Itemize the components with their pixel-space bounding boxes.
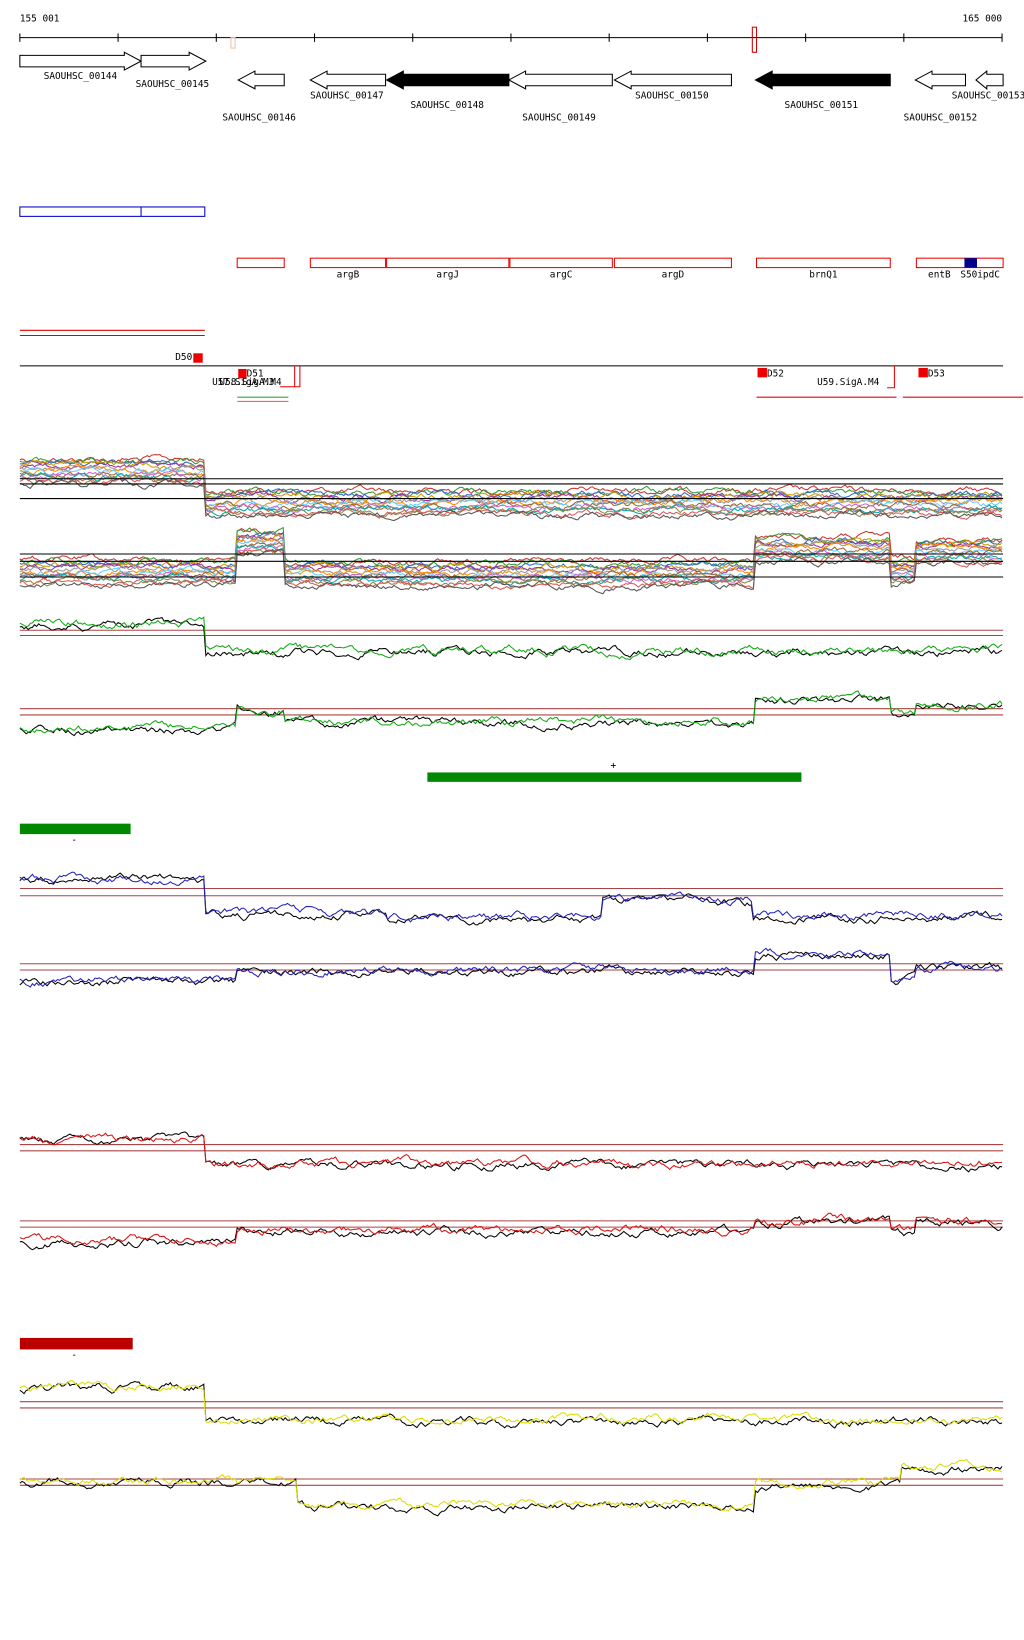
signal-line bbox=[19, 690, 1003, 734]
signal-line bbox=[19, 547, 1003, 591]
signal-line bbox=[19, 538, 1003, 579]
feature-label: argC bbox=[550, 269, 573, 280]
signal-line bbox=[19, 532, 1003, 576]
signal-line bbox=[19, 526, 1003, 571]
gene-arrow bbox=[385, 70, 510, 90]
gene-arrow bbox=[975, 69, 1004, 90]
marker bbox=[751, 26, 758, 53]
bracket bbox=[280, 365, 301, 388]
strand-label: + bbox=[611, 761, 617, 772]
signal-line bbox=[19, 1132, 1003, 1171]
signal-line bbox=[19, 469, 1003, 514]
gene-arrow bbox=[507, 70, 613, 90]
signal-line bbox=[19, 466, 1003, 510]
signal-line bbox=[19, 476, 1003, 520]
minus-bar bbox=[19, 823, 131, 835]
site-label: D53 bbox=[928, 369, 945, 380]
signal-line bbox=[19, 872, 1003, 926]
site-label: D50 bbox=[175, 352, 192, 363]
gene-arrow bbox=[140, 51, 207, 71]
signal-line bbox=[19, 1380, 1003, 1429]
blue-box bbox=[19, 206, 206, 217]
bracket bbox=[887, 365, 895, 389]
gene-label: SAOUHSC_00144 bbox=[44, 71, 118, 82]
gene-label: SAOUHSC_00149 bbox=[522, 113, 596, 124]
signal-line bbox=[19, 541, 1003, 583]
feature-label: entB bbox=[928, 269, 951, 280]
signal-line bbox=[19, 543, 1003, 585]
signal-line bbox=[19, 947, 1003, 988]
signal-line bbox=[19, 951, 1003, 987]
gene-arrow bbox=[754, 70, 891, 90]
site-label: U58.SigA.M4 bbox=[219, 377, 282, 388]
gene-label: SAOUHSC_00148 bbox=[410, 100, 484, 111]
gene-label: SAOUHSC_00150 bbox=[635, 91, 709, 102]
minus-bar bbox=[19, 1337, 133, 1350]
feature-box bbox=[755, 257, 891, 269]
signal-line bbox=[19, 616, 1003, 661]
gene-label: SAOUHSC_00153 bbox=[952, 91, 1024, 102]
gene-arrow bbox=[613, 70, 732, 90]
signal-line bbox=[19, 871, 1003, 923]
signal-line bbox=[19, 548, 1003, 595]
signal-line bbox=[19, 539, 1003, 581]
gene-label: SAOUHSC_00147 bbox=[310, 91, 383, 102]
site-box bbox=[193, 353, 203, 363]
feature-box bbox=[613, 257, 732, 269]
feature-label: brnQ1 bbox=[809, 269, 838, 280]
signal-line bbox=[19, 533, 1003, 576]
feature-label: argJ bbox=[436, 269, 459, 280]
signal-line bbox=[19, 616, 1003, 661]
site-label: D51 bbox=[247, 369, 264, 380]
site-box bbox=[757, 367, 767, 378]
feature-box bbox=[386, 257, 510, 269]
gene-arrow bbox=[309, 70, 387, 90]
feature-box bbox=[915, 257, 1004, 269]
signal-line bbox=[19, 1466, 1003, 1517]
marker bbox=[230, 37, 236, 49]
signal-line bbox=[19, 456, 1003, 500]
site-label: U57.SigA.M3 bbox=[212, 377, 274, 388]
gene-arrow bbox=[19, 51, 143, 71]
strand-label: - bbox=[71, 835, 77, 846]
gene-label: SAOUHSC_00145 bbox=[136, 79, 209, 90]
signal-line bbox=[19, 1380, 1003, 1427]
feature-label: argB bbox=[337, 269, 360, 280]
gene-label: SAOUHSC_00151 bbox=[785, 100, 859, 111]
signal-line bbox=[19, 458, 1003, 502]
feature-label: S50ipdC bbox=[960, 269, 1000, 280]
signal-line bbox=[19, 1458, 1003, 1512]
gene-arrow bbox=[914, 70, 967, 90]
feature-box bbox=[509, 257, 613, 269]
site-label: U59.SigA.M4 bbox=[817, 377, 880, 388]
signal-line bbox=[19, 693, 1003, 737]
feature-box bbox=[309, 257, 387, 269]
gene-label: SAOUHSC_00152 bbox=[904, 113, 977, 124]
signal-line bbox=[19, 1215, 1003, 1251]
signal-line bbox=[19, 453, 1003, 498]
strand-label: - bbox=[71, 1350, 77, 1361]
gene-label: SAOUHSC_00146 bbox=[222, 113, 296, 124]
ruler-end: 165 000 bbox=[962, 13, 1002, 24]
signal-line bbox=[19, 477, 1003, 522]
feature-box bbox=[236, 257, 285, 269]
signal-line bbox=[19, 1131, 1003, 1173]
feature-mark bbox=[964, 258, 977, 268]
ruler-start: 155 001 bbox=[20, 13, 60, 24]
site-box bbox=[918, 367, 928, 378]
signal-line bbox=[19, 1212, 1003, 1248]
feature-label: argD bbox=[662, 269, 685, 280]
site-label: D52 bbox=[767, 369, 784, 380]
gene-arrow bbox=[237, 70, 285, 90]
site-box bbox=[238, 368, 247, 379]
plus-bar bbox=[427, 772, 802, 782]
signal-line bbox=[19, 544, 1003, 586]
